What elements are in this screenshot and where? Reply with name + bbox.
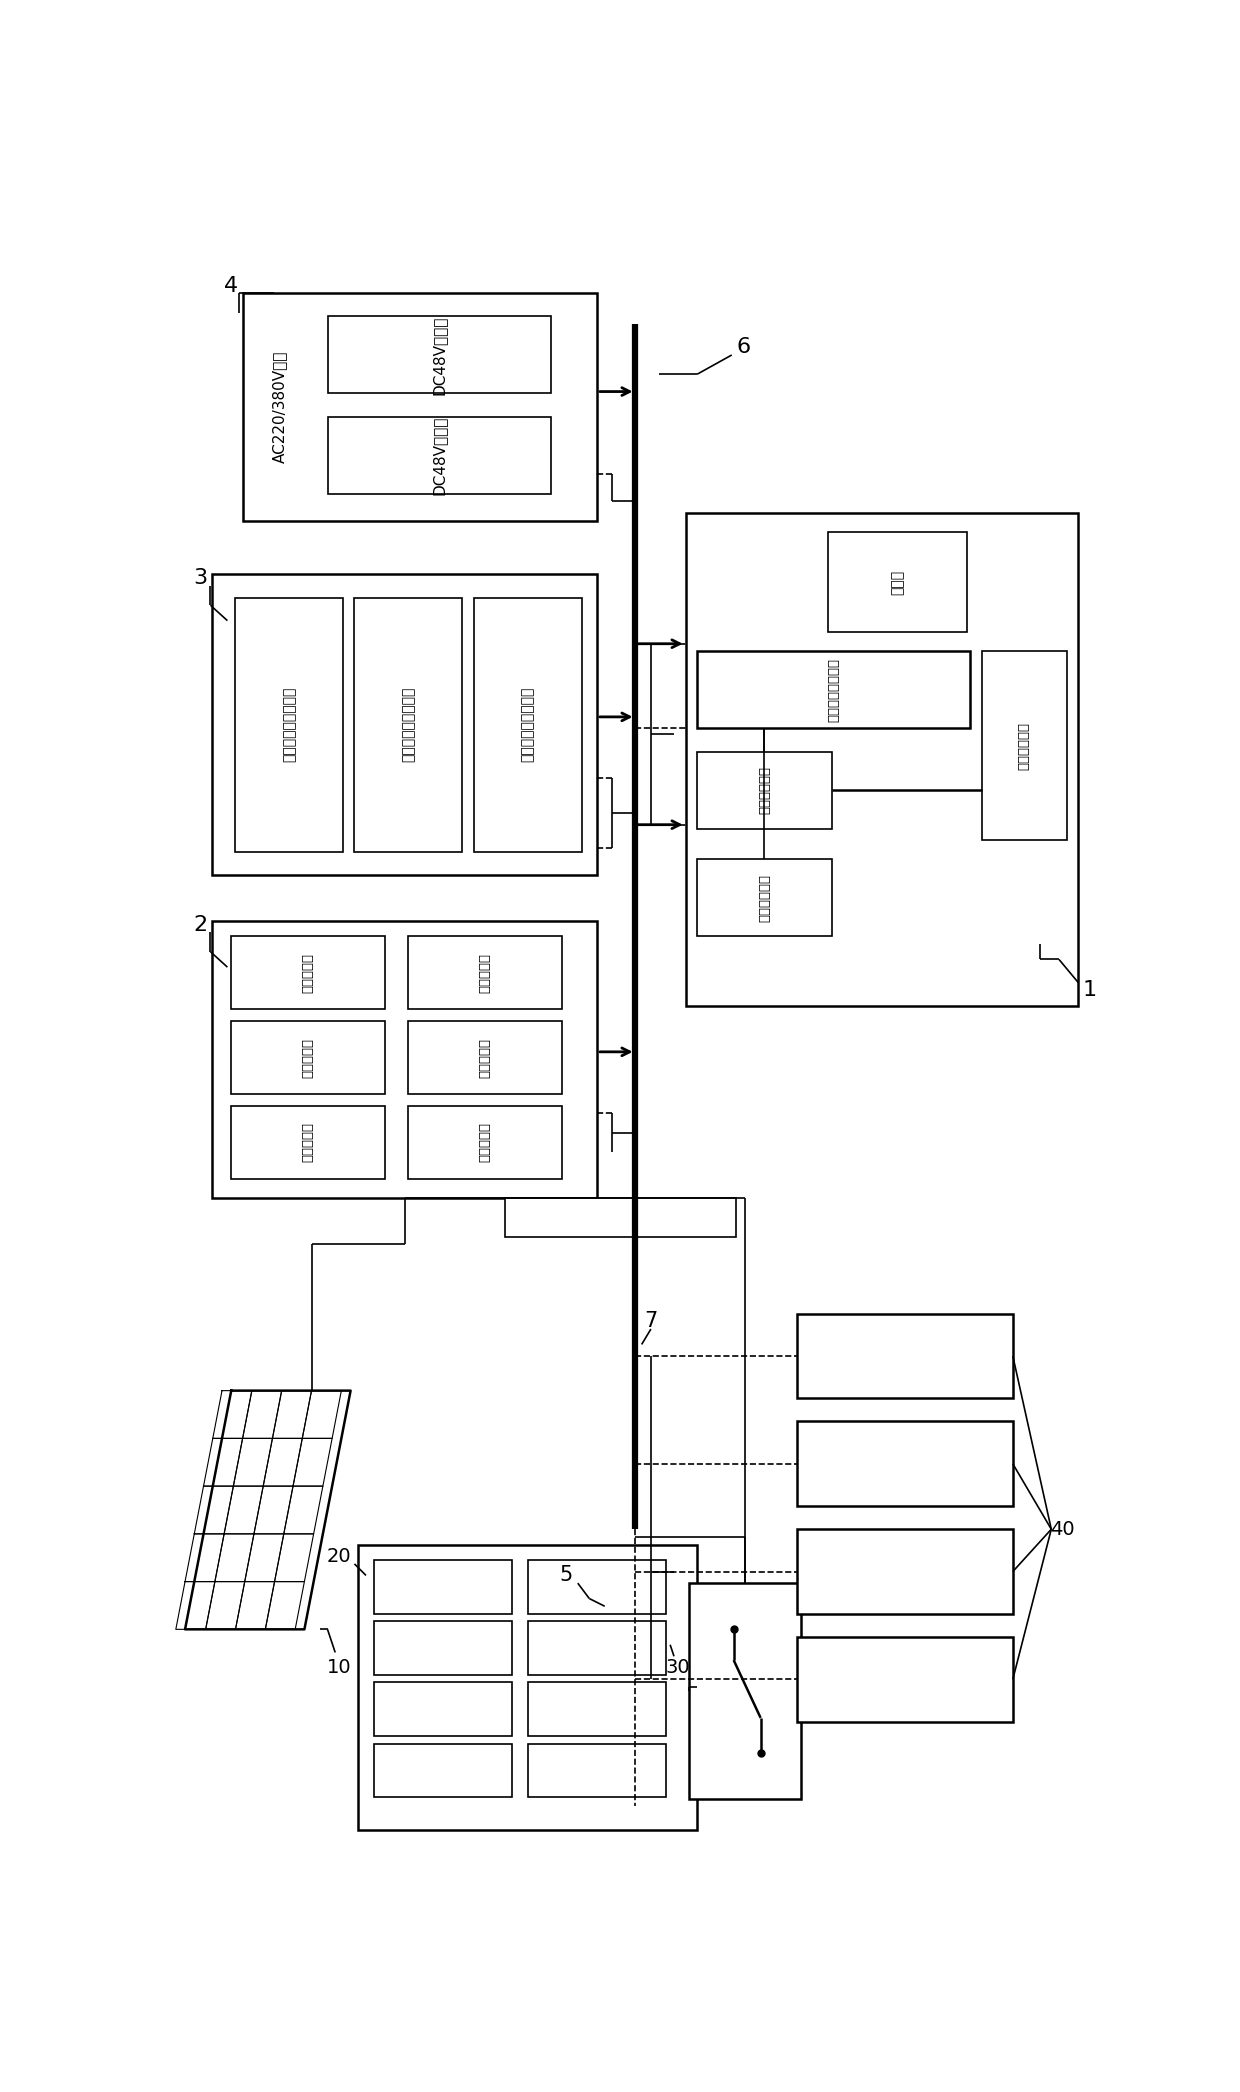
Bar — [231, 1021, 386, 1094]
Bar — [212, 575, 596, 874]
Text: 光伏控制器: 光伏控制器 — [479, 954, 492, 994]
Text: 风力发电机组控制器: 风力发电机组控制器 — [402, 686, 415, 761]
Text: DC48V整流器: DC48V整流器 — [432, 316, 446, 395]
Text: 光伏控制器: 光伏控制器 — [301, 1121, 315, 1163]
Bar — [686, 513, 1079, 1006]
Text: 风力发电机组控制器: 风力发电机组控制器 — [521, 686, 534, 761]
Text: AC220/380V接入: AC220/380V接入 — [273, 351, 288, 462]
Text: 5: 5 — [559, 1565, 573, 1586]
Bar — [528, 1561, 666, 1613]
Bar — [236, 598, 343, 851]
Bar — [358, 1544, 697, 1830]
Bar — [797, 1314, 1013, 1397]
Text: 通信规约转换模块: 通信规约转换模块 — [827, 659, 841, 722]
Text: 1: 1 — [1083, 981, 1097, 1000]
Bar — [982, 651, 1066, 841]
Text: 本地存储模块: 本地存储模块 — [758, 874, 771, 923]
Text: 光伏控制器: 光伏控制器 — [301, 954, 315, 994]
Text: 显示屏: 显示屏 — [890, 569, 904, 594]
Bar — [355, 598, 463, 851]
Bar — [697, 751, 832, 828]
Text: 4: 4 — [224, 276, 238, 295]
Text: 20: 20 — [326, 1546, 351, 1565]
Bar — [797, 1420, 1013, 1506]
Text: 光伏控制器: 光伏控制器 — [479, 1038, 492, 1077]
Bar — [528, 1745, 666, 1797]
Text: 40: 40 — [1050, 1519, 1075, 1540]
Bar — [231, 1107, 386, 1180]
Bar — [327, 416, 551, 494]
Bar — [243, 293, 596, 521]
Bar — [528, 1621, 666, 1676]
Text: 30: 30 — [666, 1659, 691, 1678]
Bar — [797, 1529, 1013, 1613]
Bar — [697, 860, 832, 937]
Bar — [327, 316, 551, 393]
Text: 数据采集模块: 数据采集模块 — [758, 766, 771, 814]
Text: 风力发电机组控制器: 风力发电机组控制器 — [281, 686, 296, 761]
Bar — [408, 937, 563, 1010]
Text: 2: 2 — [193, 914, 207, 935]
Bar — [828, 531, 967, 632]
Bar — [373, 1682, 512, 1736]
Bar — [528, 1682, 666, 1736]
Bar — [505, 1199, 735, 1236]
Bar — [373, 1561, 512, 1613]
Bar — [697, 651, 971, 728]
Bar — [408, 1107, 563, 1180]
Text: 光伏控制器: 光伏控制器 — [301, 1038, 315, 1077]
Bar — [373, 1745, 512, 1797]
Text: 7: 7 — [645, 1312, 657, 1331]
Bar — [231, 937, 386, 1010]
Text: DC48V整流器: DC48V整流器 — [432, 416, 446, 496]
Bar — [689, 1584, 801, 1799]
Bar — [373, 1621, 512, 1676]
Bar — [797, 1638, 1013, 1722]
Text: 远端通讯接口: 远端通讯接口 — [1018, 722, 1030, 770]
Bar — [474, 598, 582, 851]
Text: 6: 6 — [737, 337, 750, 358]
Text: 3: 3 — [193, 569, 207, 588]
Text: 光伏控制器: 光伏控制器 — [479, 1121, 492, 1163]
Bar — [408, 1021, 563, 1094]
Text: 10: 10 — [326, 1659, 351, 1678]
Bar — [212, 920, 596, 1199]
